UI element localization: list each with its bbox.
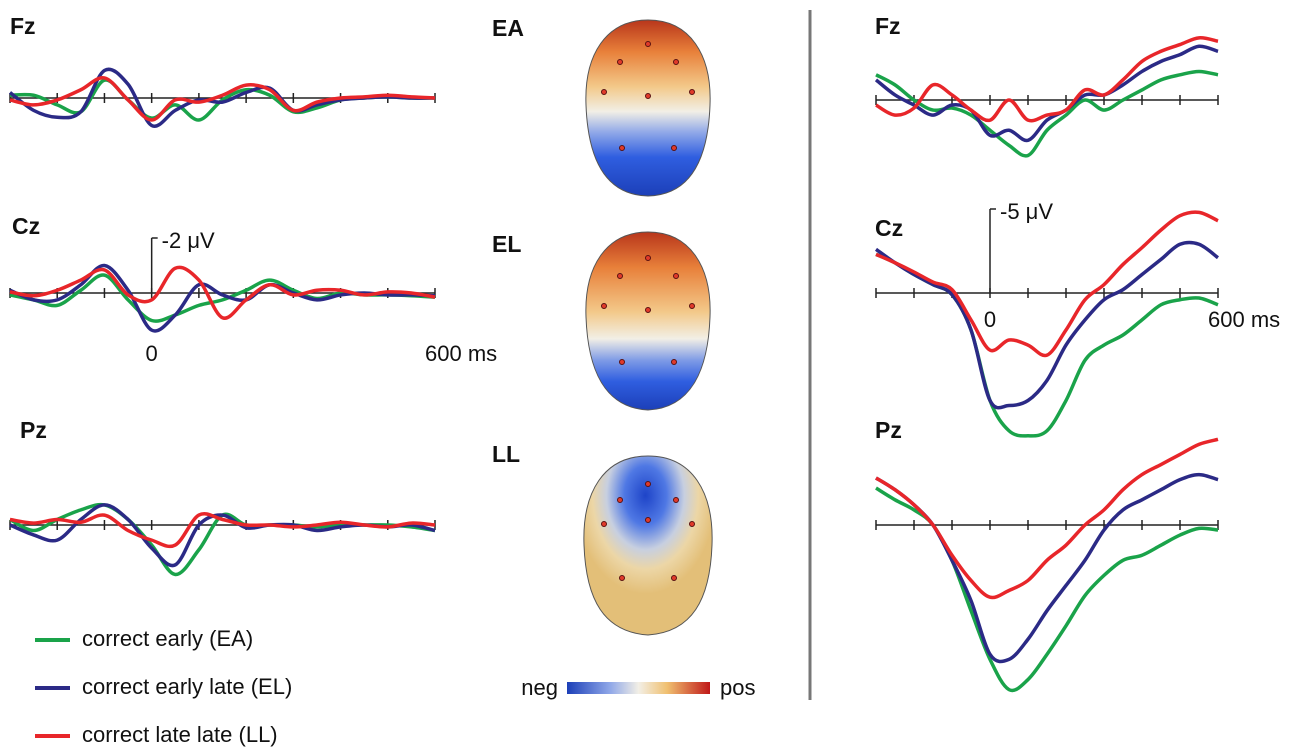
erp-line [874, 240, 1220, 410]
erp-line [9, 512, 436, 549]
erp-line [875, 36, 1219, 123]
legend-label: correct late late (LL) [82, 722, 278, 747]
x-tick-label: 0 [146, 341, 158, 366]
erp-line [9, 78, 436, 122]
panel-title: Fz [875, 13, 901, 39]
colorbar-label: neg [521, 675, 558, 700]
erp-line [875, 210, 1219, 358]
panel-title: Cz [875, 215, 903, 241]
panel-title: Pz [875, 417, 902, 443]
topomap [583, 19, 713, 636]
scale-bar-label: -2 μV [162, 228, 215, 253]
x-tick-label: 0 [984, 307, 996, 332]
topomap-label: EL [492, 231, 521, 257]
colorbar [567, 682, 710, 694]
x-tick-label: 600 ms [1208, 307, 1280, 332]
scale-bar-label: -5 μV [1000, 199, 1053, 224]
erp-line [875, 472, 1219, 664]
panel-title: Pz [20, 417, 47, 443]
erp-line [9, 76, 436, 122]
topomap-label: LL [492, 441, 520, 467]
panel-title: Fz [10, 13, 36, 39]
legend-label: correct early (EA) [82, 626, 253, 651]
erp-line [9, 263, 436, 333]
erp-line [9, 265, 436, 320]
x-tick-label: 600 ms [425, 341, 497, 366]
colorbar-label: pos [720, 675, 755, 700]
panel-title: Cz [12, 213, 40, 239]
legend-label: correct early late (EL) [82, 674, 292, 699]
erp-line [875, 69, 1219, 158]
erp-line [875, 437, 1219, 600]
topomap-label: EA [492, 15, 524, 41]
erp-line [874, 44, 1219, 143]
